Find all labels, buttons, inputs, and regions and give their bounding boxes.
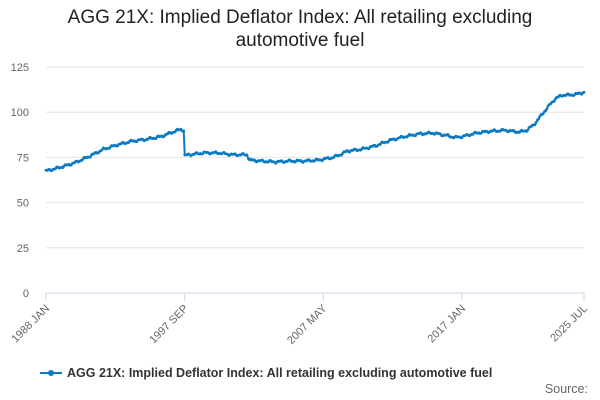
data-point	[552, 99, 556, 103]
source-label: Source:	[544, 382, 588, 396]
chart-title-line-1: AGG 21X: Implied Deflator Index: All ret…	[67, 7, 533, 28]
data-point	[582, 90, 586, 94]
y-tick-label: 125	[11, 62, 29, 74]
x-tick-label: 2007 MAY	[285, 302, 330, 347]
x-tick-label: 2025 JUL	[548, 303, 590, 345]
data-point	[533, 123, 537, 127]
gridlines	[46, 66, 584, 249]
legend-label: AGG 21X: Implied Deflator Index: All ret…	[67, 366, 493, 380]
y-tick-label: 75	[17, 152, 29, 164]
x-tick-label: 1988 JAN	[9, 303, 52, 346]
x-tick-label: 1997 SEP	[147, 303, 191, 347]
chart-title: AGG 21X: Implied Deflator Index: All ret…	[0, 6, 600, 52]
data-point	[545, 107, 549, 111]
legend-dot	[48, 370, 54, 376]
y-axis-ticks: 0 25 50 75 100 125	[11, 62, 29, 300]
x-tick-label: 2017 JAN	[426, 303, 469, 346]
y-tick-label: 0	[23, 288, 29, 300]
data-point	[245, 153, 249, 157]
series-group	[44, 90, 586, 172]
chart-title-line-2: automotive fuel	[235, 30, 365, 51]
data-point	[537, 117, 540, 121]
x-axis: 1988 JAN 1997 SEP 2007 MAY 2017 JAN 2025 JUL	[9, 292, 590, 347]
y-tick-label: 100	[11, 107, 29, 119]
legend[interactable]: AGG 21X: Implied Deflator Index: All ret…	[40, 363, 492, 383]
data-point	[534, 120, 538, 124]
data-point	[182, 129, 186, 133]
y-tick-label: 50	[17, 198, 29, 210]
y-tick-label: 25	[17, 243, 29, 255]
legend-swatch-icon	[40, 368, 62, 378]
data-point	[526, 128, 530, 132]
